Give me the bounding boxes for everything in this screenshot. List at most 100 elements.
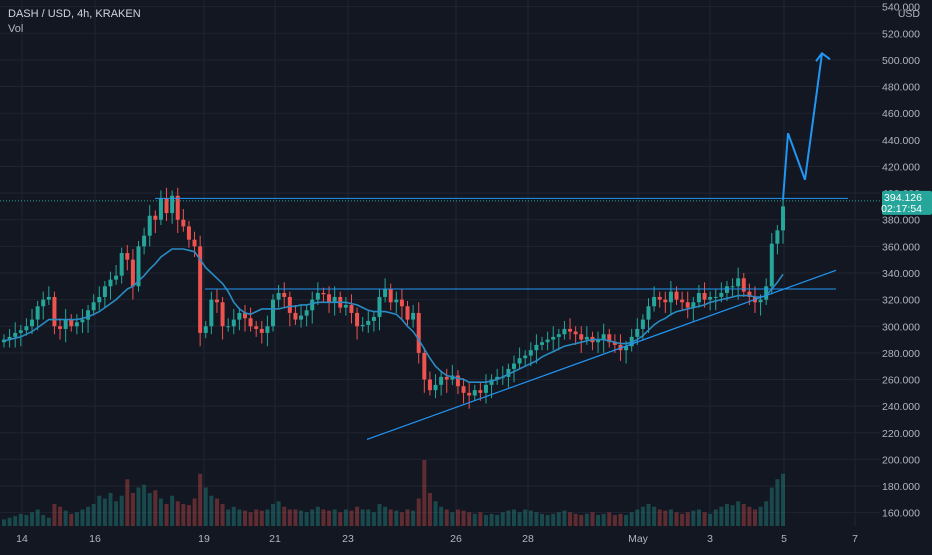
candle-body[interactable] <box>136 246 141 287</box>
candle-body[interactable] <box>299 315 304 320</box>
candle-body[interactable] <box>35 306 40 320</box>
candle-body[interactable] <box>483 384 488 393</box>
candle-body[interactable] <box>769 243 774 287</box>
candle-body[interactable] <box>540 342 545 345</box>
candle-body[interactable] <box>668 291 673 303</box>
candle-body[interactable] <box>702 292 707 300</box>
candle-body[interactable] <box>596 339 601 343</box>
candle-body[interactable] <box>102 286 107 297</box>
candle-body[interactable] <box>58 326 63 329</box>
candle-body[interactable] <box>355 312 360 327</box>
candle-body[interactable] <box>125 253 130 260</box>
candle-body[interactable] <box>7 336 12 340</box>
candle-body[interactable] <box>545 339 550 343</box>
candle-body[interactable] <box>674 291 679 300</box>
candle-body[interactable] <box>399 299 404 307</box>
candle-body[interactable] <box>198 246 203 333</box>
candle-body[interactable] <box>203 326 208 333</box>
candle-body[interactable] <box>74 322 79 327</box>
candle-body[interactable] <box>764 286 769 300</box>
candle-body[interactable] <box>119 253 124 276</box>
candle-body[interactable] <box>164 198 169 214</box>
candle-body[interactable] <box>517 358 522 364</box>
candle-body[interactable] <box>2 339 6 343</box>
candle-body[interactable] <box>220 302 225 327</box>
candle-body[interactable] <box>108 279 113 287</box>
candle-body[interactable] <box>506 368 511 377</box>
candle-body[interactable] <box>371 316 376 321</box>
candle-body[interactable] <box>635 328 640 337</box>
candle-body[interactable] <box>601 334 606 340</box>
candle-body[interactable] <box>304 310 309 316</box>
candle-body[interactable] <box>422 352 427 380</box>
candle-body[interactable] <box>534 344 539 351</box>
candle-body[interactable] <box>579 334 584 340</box>
candle-body[interactable] <box>254 326 259 329</box>
candle-body[interactable] <box>24 326 29 331</box>
candle-body[interactable] <box>97 296 102 303</box>
candle-body[interactable] <box>13 332 18 337</box>
candle-body[interactable] <box>142 235 147 247</box>
candle-body[interactable] <box>411 312 416 320</box>
candle-body[interactable] <box>680 299 685 303</box>
candle-body[interactable] <box>282 292 287 297</box>
candle-body[interactable] <box>287 296 292 313</box>
rising-trendline[interactable] <box>366 269 837 441</box>
candle-body[interactable] <box>175 195 180 220</box>
candle-body[interactable] <box>394 299 399 303</box>
candle-body[interactable] <box>747 291 752 297</box>
candle-body[interactable] <box>523 355 528 359</box>
candle-body[interactable] <box>91 302 96 311</box>
candle-body[interactable] <box>495 376 500 380</box>
candle-body[interactable] <box>467 392 472 396</box>
candle-body[interactable] <box>231 319 236 327</box>
candle-body[interactable] <box>366 320 371 325</box>
candle-body[interactable] <box>691 302 696 308</box>
candle-body[interactable] <box>439 376 444 385</box>
candle-body[interactable] <box>265 326 270 333</box>
candle-body[interactable] <box>52 296 57 327</box>
candle-body[interactable] <box>181 219 186 227</box>
candle-body[interactable] <box>80 319 85 323</box>
candle-body[interactable] <box>741 278 746 292</box>
candle-body[interactable] <box>472 390 477 396</box>
candle-body[interactable] <box>568 328 573 332</box>
candle-body[interactable] <box>327 294 332 303</box>
projected-path[interactable] <box>782 53 823 200</box>
candle-body[interactable] <box>528 350 533 356</box>
candle-body[interactable] <box>736 278 741 287</box>
candle-body[interactable] <box>349 304 354 313</box>
candle-body[interactable] <box>640 319 645 329</box>
candle-body[interactable] <box>310 299 315 311</box>
candle-body[interactable] <box>444 376 449 380</box>
candle-body[interactable] <box>584 336 589 340</box>
candle-body[interactable] <box>209 299 214 327</box>
candle-body[interactable] <box>461 386 466 393</box>
candle-body[interactable] <box>321 292 326 295</box>
candle-body[interactable] <box>237 312 242 320</box>
candle-body[interactable] <box>551 336 556 340</box>
candle-body[interactable] <box>242 312 247 319</box>
candle-body[interactable] <box>271 299 276 327</box>
candle-body[interactable] <box>724 286 729 293</box>
candle-body[interactable] <box>781 206 785 231</box>
candle-body[interactable] <box>685 302 690 308</box>
candle-body[interactable] <box>377 296 382 317</box>
candle-body[interactable] <box>153 215 158 220</box>
candle-body[interactable] <box>86 310 91 320</box>
candle-body[interactable] <box>427 379 432 391</box>
candle-body[interactable] <box>130 259 135 287</box>
candle-body[interactable] <box>226 326 231 328</box>
candle-body[interactable] <box>63 319 68 329</box>
candle-body[interactable] <box>46 296 51 300</box>
candle-body[interactable] <box>332 296 337 303</box>
candle-body[interactable] <box>214 299 219 303</box>
candle-body[interactable] <box>315 292 320 300</box>
candle-body[interactable] <box>455 375 460 387</box>
candle-body[interactable] <box>652 296 657 307</box>
candle-body[interactable] <box>607 334 612 343</box>
candle-body[interactable] <box>719 292 724 297</box>
candle-body[interactable] <box>646 306 651 320</box>
candle-body[interactable] <box>775 230 780 244</box>
